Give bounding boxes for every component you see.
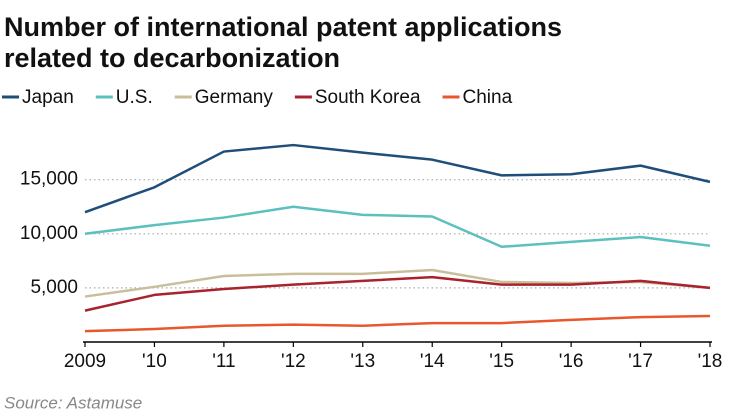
x-tick-label: '11 (212, 351, 235, 372)
x-tick-label: '10 (142, 351, 167, 372)
chart-title: related to decarbonization (4, 43, 340, 73)
series-line (84, 205, 711, 249)
x-tick-label: 2009 (64, 351, 106, 372)
series-line (84, 275, 711, 312)
legend-label: South Korea (315, 87, 421, 108)
legend-label: China (463, 87, 513, 108)
x-tick-label: '16 (559, 351, 584, 372)
series-line (84, 314, 711, 333)
x-tick-label: '17 (628, 351, 653, 372)
legend-label: Germany (195, 87, 274, 108)
legend-label: U.S. (116, 87, 153, 108)
x-tick-label: '15 (489, 351, 514, 372)
x-tick-label: '18 (698, 351, 723, 372)
source: Source: Astamuse (4, 393, 142, 412)
y-tick-label: 5,000 (30, 277, 78, 298)
x-tick-label: '13 (350, 351, 375, 372)
y-tick-label: 15,000 (20, 169, 78, 190)
legend-label: Japan (22, 87, 74, 108)
x-tick-label: '12 (281, 351, 306, 372)
x-tick-label: '14 (420, 351, 445, 372)
series-line (84, 143, 711, 214)
y-tick-label: 10,000 (20, 223, 78, 244)
chart-title: Number of international patent applicati… (4, 12, 562, 42)
